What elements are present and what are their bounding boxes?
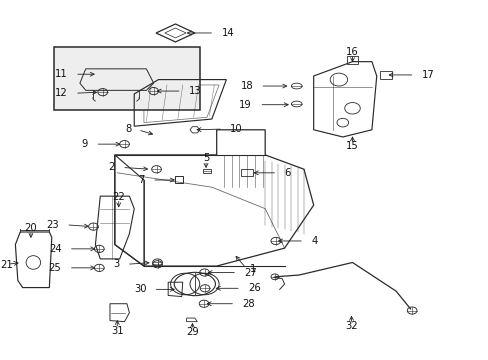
Text: 23: 23 [46, 220, 59, 230]
Text: 29: 29 [185, 327, 199, 337]
Text: 7: 7 [138, 175, 144, 185]
Text: 1: 1 [249, 264, 256, 274]
Text: 32: 32 [345, 321, 357, 331]
Text: 27: 27 [244, 267, 257, 278]
Text: 4: 4 [311, 236, 317, 246]
Text: 25: 25 [49, 263, 61, 273]
Text: 30: 30 [134, 284, 146, 294]
Text: 20: 20 [24, 224, 37, 233]
Text: 14: 14 [221, 28, 234, 38]
Text: 8: 8 [125, 124, 131, 134]
Bar [175, 176, 183, 183]
Text: 3: 3 [113, 260, 120, 269]
Text: 28: 28 [242, 299, 255, 309]
Text: 12: 12 [55, 88, 68, 98]
Text: 9: 9 [81, 139, 88, 149]
Text: 24: 24 [49, 244, 61, 254]
Text: 19: 19 [239, 100, 252, 110]
Text: 2: 2 [108, 162, 115, 172]
Text: 22: 22 [112, 192, 125, 202]
Text: 10: 10 [230, 124, 243, 134]
Text: 18: 18 [240, 81, 253, 91]
Text: 17: 17 [421, 70, 434, 80]
Text: 13: 13 [189, 86, 201, 96]
Text: 6: 6 [284, 168, 290, 178]
Text: 26: 26 [248, 283, 261, 293]
Text: 11: 11 [55, 69, 68, 79]
Text: 21: 21 [0, 260, 13, 270]
Bar [203, 169, 210, 174]
Text: 31: 31 [111, 325, 123, 336]
Bar [54, 47, 199, 110]
Text: 15: 15 [346, 141, 358, 151]
Text: 16: 16 [346, 47, 358, 57]
Bar [241, 169, 253, 176]
Text: 5: 5 [203, 153, 209, 163]
